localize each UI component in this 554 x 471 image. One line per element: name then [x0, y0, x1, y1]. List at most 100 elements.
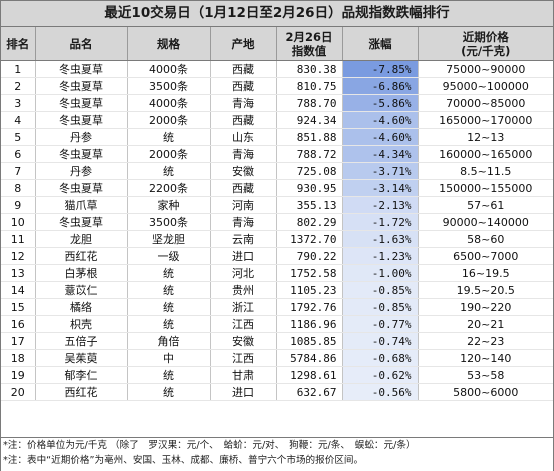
cell-name: 吴茱萸	[35, 349, 128, 367]
header-index-line2: 指数值	[291, 43, 327, 58]
cell-spec: 2000条	[127, 111, 211, 129]
cell-spec: 4000条	[127, 94, 211, 112]
cell-origin: 西藏	[210, 179, 277, 197]
cell-origin: 进口	[210, 247, 277, 265]
cell-rank: 13	[1, 264, 36, 282]
cell-change: -0.85%	[342, 298, 419, 316]
cell-rank: 16	[1, 315, 36, 333]
cell-index-value: 1105.23	[276, 281, 343, 299]
header-index-line1: 2月26日	[285, 29, 333, 44]
cell-origin: 甘肃	[210, 366, 277, 384]
header-recent-line1: 近期价格	[462, 29, 509, 44]
cell-name: 丹参	[35, 162, 128, 180]
cell-origin: 江西	[210, 315, 277, 333]
cell-name: 冬虫夏草	[35, 213, 128, 231]
header-origin: 产地	[210, 27, 277, 61]
cell-change: -1.23%	[342, 247, 419, 265]
header-change: 涨幅	[342, 27, 419, 61]
cell-recent-price: 8.5~11.5	[418, 162, 553, 180]
cell-recent-price: 53~58	[418, 366, 553, 384]
cell-name: 白茅根	[35, 264, 128, 282]
cell-change: -4.60%	[342, 111, 419, 129]
cell-index-value: 790.22	[276, 247, 343, 265]
cell-name: 丹参	[35, 128, 128, 146]
cell-index-value: 1792.76	[276, 298, 343, 316]
cell-spec: 家种	[127, 196, 211, 214]
cell-origin: 西藏	[210, 77, 277, 95]
cell-change: -7.85%	[342, 60, 419, 78]
cell-origin: 青海	[210, 94, 277, 112]
cell-index-value: 1298.61	[276, 366, 343, 384]
cell-index-value: 851.88	[276, 128, 343, 146]
cell-spec: 一级	[127, 247, 211, 265]
cell-change: -3.14%	[342, 179, 419, 197]
cell-change: -4.34%	[342, 145, 419, 163]
cell-rank: 12	[1, 247, 36, 265]
table-row: 19 郁李仁统甘肃 1298.61 -0.62% 53~58	[1, 366, 553, 384]
cell-index-value: 632.67	[276, 383, 343, 401]
cell-recent-price: 160000~165000	[418, 145, 553, 163]
cell-change: -2.13%	[342, 196, 419, 214]
cell-origin: 西藏	[210, 60, 277, 78]
table-row: 20 西红花统进口 632.67 -0.56% 5800~6000	[1, 383, 553, 401]
cell-origin: 河南	[210, 196, 277, 214]
cell-origin: 安徽	[210, 332, 277, 350]
table-row: 3 冬虫夏草 4000条 青海 788.70 -5.86% 70000~85000	[1, 94, 553, 112]
cell-name: 郁李仁	[35, 366, 128, 384]
cell-spec: 统	[127, 315, 211, 333]
cell-change: -0.56%	[342, 383, 419, 401]
ranking-table: 排名 品名 规格 产地 2月26日 指数值 涨幅 近期价格 (元/千克) 1 冬虫…	[1, 27, 553, 401]
cell-spec: 统	[127, 264, 211, 282]
cell-change: -5.86%	[342, 94, 419, 112]
cell-index-value: 1186.96	[276, 315, 343, 333]
cell-recent-price: 165000~170000	[418, 111, 553, 129]
cell-change: -0.68%	[342, 349, 419, 367]
cell-index-value: 924.34	[276, 111, 343, 129]
footnote-price-unit: *注：价格单位为元/千克 （除了 罗汉果：元/个、 蛤蚧：元/对、 狗鞭：元/条…	[3, 440, 416, 451]
cell-origin: 江西	[210, 349, 277, 367]
cell-origin: 河北	[210, 264, 277, 282]
cell-spec: 3500条	[127, 213, 211, 231]
cell-origin: 云南	[210, 230, 277, 248]
cell-name: 冬虫夏草	[35, 60, 128, 78]
table-row: 1 冬虫夏草 4000条 西藏 830.38 -7.85% 75000~90000	[1, 60, 553, 78]
cell-name: 冬虫夏草	[35, 179, 128, 197]
table-row: 18 吴茱萸中江西 5784.86 -0.68% 120~140	[1, 349, 553, 367]
cell-origin: 贵州	[210, 281, 277, 299]
cell-rank: 1	[1, 60, 36, 78]
cell-rank: 3	[1, 94, 36, 112]
cell-recent-price: 22~23	[418, 332, 553, 350]
cell-name: 西红花	[35, 247, 128, 265]
cell-rank: 2	[1, 77, 36, 95]
cell-spec: 2200条	[127, 179, 211, 197]
cell-spec: 统	[127, 383, 211, 401]
cell-origin: 青海	[210, 145, 277, 163]
cell-name: 龙胆	[35, 230, 128, 248]
footnote-recent-price: *注：表中“近期价格”为亳州、安国、玉林、成都、廉桥、普宁六个市场的报价区间。	[3, 455, 364, 466]
cell-change: -1.63%	[342, 230, 419, 248]
table-row: 6 冬虫夏草 2000条 青海 788.72 -4.34% 160000~165000	[1, 145, 553, 163]
table-row: 13 白茅根统河北 1752.58 -1.00% 16~19.5	[1, 264, 553, 282]
cell-rank: 18	[1, 349, 36, 367]
cell-change: -4.60%	[342, 128, 419, 146]
table-title: 最近10交易日（1月12日至2月26日）品规指数跌幅排行	[1, 1, 553, 27]
cell-name: 五倍子	[35, 332, 128, 350]
cell-change: -1.72%	[342, 213, 419, 231]
cell-name: 薏苡仁	[35, 281, 128, 299]
cell-index-value: 788.72	[276, 145, 343, 163]
footnotes: *注：价格单位为元/千克 （除了 罗汉果：元/个、 蛤蚧：元/对、 狗鞭：元/条…	[1, 437, 553, 471]
cell-index-value: 355.13	[276, 196, 343, 214]
cell-rank: 9	[1, 196, 36, 214]
table-row: 2 冬虫夏草 3500条 西藏 810.75 -6.86% 95000~100000	[1, 77, 553, 95]
cell-recent-price: 6500~7000	[418, 247, 553, 265]
cell-name: 冬虫夏草	[35, 94, 128, 112]
cell-recent-price: 120~140	[418, 349, 553, 367]
cell-recent-price: 58~60	[418, 230, 553, 248]
cell-rank: 5	[1, 128, 36, 146]
cell-recent-price: 150000~155000	[418, 179, 553, 197]
table-row: 4 冬虫夏草 2000条 西藏 924.34 -4.60% 165000~170000	[1, 111, 553, 129]
cell-origin: 安徽	[210, 162, 277, 180]
cell-recent-price: 12~13	[418, 128, 553, 146]
cell-rank: 10	[1, 213, 36, 231]
cell-index-value: 802.29	[276, 213, 343, 231]
